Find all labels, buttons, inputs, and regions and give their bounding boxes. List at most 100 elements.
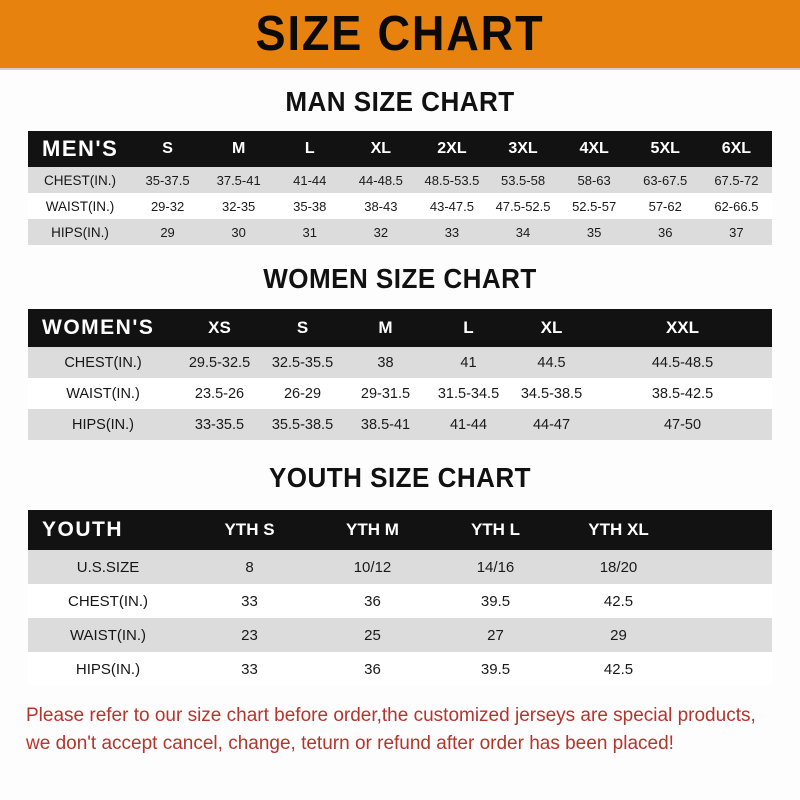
women-size-table: WOMEN'S XS S M L XL XXL CHEST(IN.) 29.5-… <box>28 309 772 440</box>
women-table-head: WOMEN'S XS S M L XL XXL <box>28 309 772 347</box>
cell: 44-48.5 <box>345 167 417 193</box>
cell: 47.5-52.5 <box>487 193 559 219</box>
cell: 41-44 <box>274 167 346 193</box>
cell: 29-32 <box>132 193 204 219</box>
cell: 35-37.5 <box>132 167 204 193</box>
cell: 35 <box>558 219 630 245</box>
table-row: U.S.SIZE 8 10/12 14/16 18/20 <box>28 550 772 584</box>
cell-spacer <box>680 652 772 686</box>
cell: 34.5-38.5 <box>510 378 593 409</box>
cell: 29 <box>132 219 204 245</box>
cell: 47-50 <box>593 409 772 440</box>
cell: 33 <box>188 652 311 686</box>
men-table-body: CHEST(IN.) 35-37.5 37.5-41 41-44 44-48.5… <box>28 167 772 245</box>
cell: 39.5 <box>434 584 557 618</box>
cell: 37.5-41 <box>203 167 275 193</box>
youth-col-header: YTH S <box>224 520 275 539</box>
men-col-header: 6XL <box>721 140 752 157</box>
cell: 25 <box>311 618 434 652</box>
cell: 39.5 <box>434 652 557 686</box>
women-col-header: L <box>463 318 474 337</box>
women-col-header: XXL <box>665 318 700 337</box>
cell: 57-62 <box>629 193 701 219</box>
women-section: WOMEN SIZE CHART WOMEN'S XS S M L XL XXL <box>0 245 800 440</box>
table-row: HIPS(IN.) 29 30 31 32 33 34 35 36 37 <box>28 219 772 245</box>
row-label: WAIST(IN.) <box>28 378 178 409</box>
cell: 38.5-42.5 <box>593 378 772 409</box>
table-row: WAIST(IN.) 29-32 32-35 35-38 38-43 43-47… <box>28 193 772 219</box>
cell: 10/12 <box>311 550 434 584</box>
men-header-row: MEN'S S M L XL 2XL 3XL 4XL 5XL 6XL <box>28 131 772 167</box>
cell: 32-35 <box>203 193 275 219</box>
cell: 41 <box>427 347 510 378</box>
cell: 23 <box>188 618 311 652</box>
cell: 62-66.5 <box>700 193 772 219</box>
cell: 26-29 <box>261 378 344 409</box>
women-col-header: S <box>296 318 309 337</box>
women-header-row: WOMEN'S XS S M L XL XXL <box>28 309 772 347</box>
cell: 48.5-53.5 <box>416 167 488 193</box>
cell: 38 <box>344 347 427 378</box>
cell: 36 <box>311 652 434 686</box>
cell: 27 <box>434 618 557 652</box>
youth-corner-label: YOUTH <box>42 518 123 541</box>
row-label: CHEST(IN.) <box>28 347 178 378</box>
cell-spacer <box>680 550 772 584</box>
women-col-header: M <box>378 318 393 337</box>
cell: 31.5-34.5 <box>427 378 510 409</box>
cell: 18/20 <box>557 550 680 584</box>
table-row: CHEST(IN.) 33 36 39.5 42.5 <box>28 584 772 618</box>
table-row: WAIST(IN.) 23 25 27 29 <box>28 618 772 652</box>
youth-col-header: YTH XL <box>588 520 649 539</box>
cell: 31 <box>274 219 346 245</box>
cell: 42.5 <box>557 652 680 686</box>
cell: 38.5-41 <box>344 409 427 440</box>
women-col-header: XL <box>540 318 563 337</box>
cell-spacer <box>680 584 772 618</box>
youth-section: YOUTH SIZE CHART YOUTH YTH S YTH M YTH L… <box>0 440 800 686</box>
cell: 8 <box>188 550 311 584</box>
women-table-body: CHEST(IN.) 29.5-32.5 32.5-35.5 38 41 44.… <box>28 347 772 440</box>
youth-size-table: YOUTH YTH S YTH M YTH L YTH XL U.S.SIZE … <box>28 510 772 686</box>
women-col-header: XS <box>208 318 231 337</box>
row-label: CHEST(IN.) <box>28 167 133 193</box>
row-label: HIPS(IN.) <box>28 652 188 686</box>
cell: 29 <box>557 618 680 652</box>
cell: 42.5 <box>557 584 680 618</box>
men-col-header: 4XL <box>579 140 609 157</box>
youth-col-header: YTH M <box>346 520 399 539</box>
cell: 63-67.5 <box>629 167 701 193</box>
disclaimer-line-2: we don't accept cancel, change, teturn o… <box>26 732 674 754</box>
row-label: WAIST(IN.) <box>28 618 188 652</box>
cell: 44-47 <box>510 409 593 440</box>
men-col-header: M <box>231 140 246 157</box>
cell: 43-47.5 <box>416 193 488 219</box>
cell: 33 <box>416 219 488 245</box>
row-label: CHEST(IN.) <box>28 584 188 618</box>
men-section-title: MAN SIZE CHART <box>285 86 515 117</box>
cell: 35.5-38.5 <box>261 409 344 440</box>
youth-table-body: U.S.SIZE 8 10/12 14/16 18/20 CHEST(IN.) … <box>28 550 772 686</box>
men-col-header: L <box>304 140 315 157</box>
cell: 33-35.5 <box>178 409 261 440</box>
cell: 34 <box>487 219 559 245</box>
men-col-header: 3XL <box>508 140 538 157</box>
cell: 29-31.5 <box>344 378 427 409</box>
cell: 36 <box>311 584 434 618</box>
cell: 23.5-26 <box>178 378 261 409</box>
table-row: HIPS(IN.) 33 36 39.5 42.5 <box>28 652 772 686</box>
cell: 14/16 <box>434 550 557 584</box>
table-row: WAIST(IN.) 23.5-26 26-29 29-31.5 31.5-34… <box>28 378 772 409</box>
men-table-head: MEN'S S M L XL 2XL 3XL 4XL 5XL 6XL <box>28 131 772 167</box>
row-label: U.S.SIZE <box>28 550 188 584</box>
youth-section-title: YOUTH SIZE CHART <box>268 462 532 493</box>
men-col-header: S <box>162 140 173 157</box>
men-col-header: 5XL <box>650 140 680 157</box>
cell: 32 <box>345 219 417 245</box>
cell: 67.5-72 <box>700 167 772 193</box>
disclaimer-note: Please refer to our size chart before or… <box>0 686 800 757</box>
cell: 37 <box>700 219 772 245</box>
women-corner-label: WOMEN'S <box>42 316 155 339</box>
men-col-header: 2XL <box>437 140 467 157</box>
cell: 53.5-58 <box>487 167 559 193</box>
